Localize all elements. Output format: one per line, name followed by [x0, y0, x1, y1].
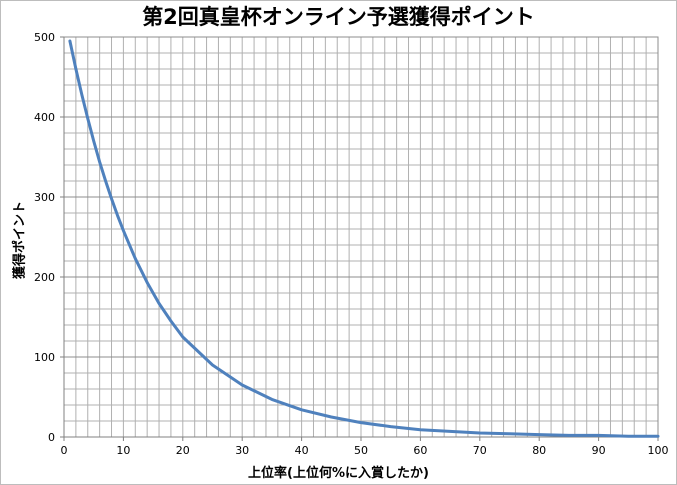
y-tick-label: 500	[34, 31, 55, 44]
x-tick-label: 10	[116, 444, 130, 457]
y-tick-label: 300	[34, 191, 55, 204]
series-line	[68, 39, 660, 438]
x-tick-label: 50	[354, 444, 368, 457]
x-tick-label: 100	[648, 444, 669, 457]
x-tick-label: 70	[473, 444, 487, 457]
chart-title: 第2回真皇杯オンライン予選獲得ポイント	[142, 5, 535, 29]
x-axis-label: 上位率(上位何%に入賞したか)	[248, 466, 429, 481]
y-tick-label: 0	[48, 431, 55, 444]
y-tick-label: 400	[34, 111, 55, 124]
x-tick-label: 60	[413, 444, 427, 457]
y-tick-label: 200	[34, 271, 55, 284]
x-tick-label: 0	[61, 444, 68, 457]
x-tick-label: 40	[295, 444, 309, 457]
x-tick-label: 30	[235, 444, 249, 457]
x-tick-label: 80	[532, 444, 546, 457]
x-tick-label: 90	[592, 444, 606, 457]
y-tick-label: 100	[34, 351, 55, 364]
y-axis-label: 獲得ポイント	[12, 200, 28, 280]
x-tick-label: 20	[176, 444, 190, 457]
